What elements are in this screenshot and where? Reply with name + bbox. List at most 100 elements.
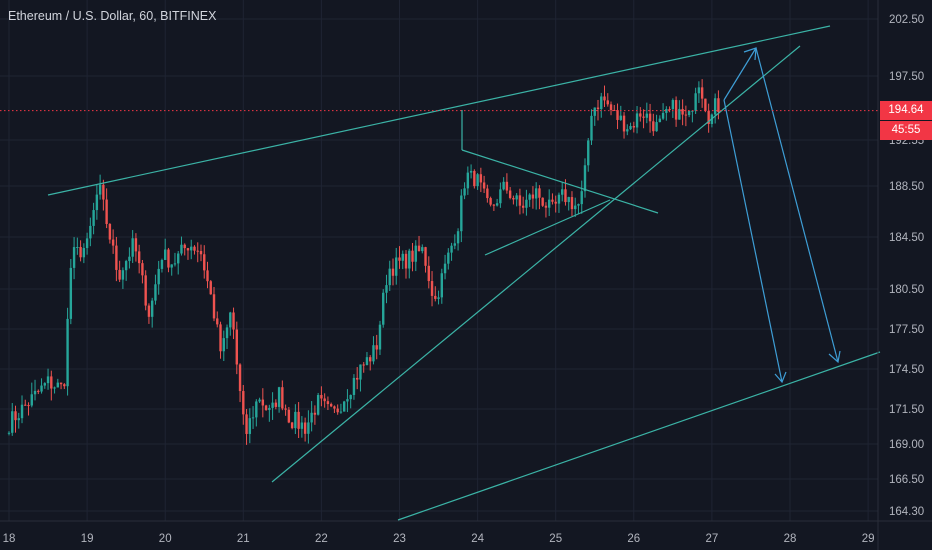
candle-body-up	[450, 245, 453, 253]
candle-body-down	[424, 247, 427, 266]
candle-body-up	[33, 390, 37, 395]
candle-body-down	[24, 404, 27, 406]
candle-body-up	[456, 231, 460, 244]
price-tick-label: 184.50	[889, 232, 924, 244]
candle-body-up	[469, 170, 473, 173]
candle-body-up	[40, 385, 43, 392]
candle-body-up	[69, 267, 73, 319]
candle-body-up	[339, 411, 343, 413]
price-tick-label: 171.50	[889, 404, 924, 416]
price-tick-label: 174.50	[889, 364, 924, 376]
candle-body-down	[375, 345, 378, 350]
candle-body-down	[333, 406, 336, 409]
candle-body-down	[473, 170, 476, 187]
candle-body-up	[626, 129, 629, 132]
candle-body-up	[495, 203, 499, 206]
candle-body-up	[342, 401, 346, 412]
candle-body-down	[59, 382, 63, 385]
candle-body-up	[268, 407, 271, 410]
candle-body-up	[222, 338, 225, 352]
candle-body-down	[141, 263, 144, 276]
candle-body-up	[95, 194, 99, 211]
candle-body-up	[157, 268, 160, 285]
candle-body-down	[111, 239, 115, 246]
candle-body-down	[209, 281, 212, 295]
candle-body-down	[261, 399, 265, 406]
candle-body-up	[160, 259, 164, 269]
candle-body-up	[251, 417, 255, 419]
candle-body-up	[365, 357, 369, 366]
candle-body-down	[264, 405, 268, 410]
candle-body-down	[242, 391, 245, 415]
time-tick-label: 21	[237, 533, 250, 545]
candle-body-up	[645, 113, 649, 118]
candle-body-down	[320, 395, 323, 399]
price-tick-label: 169.00	[889, 439, 924, 451]
price-tick-label: 197.50	[889, 71, 924, 83]
time-tick-label: 28	[784, 533, 797, 545]
candle-body-down	[326, 401, 330, 405]
projection-arrow-down-left	[723, 99, 783, 383]
candle-body-up	[258, 399, 261, 402]
candle-body-down	[411, 250, 414, 262]
trend-drawings	[47, 25, 881, 521]
candle-body-up	[414, 245, 417, 262]
trendline-upper-channel	[47, 25, 831, 196]
candle-body-up	[359, 364, 362, 380]
candle-body-up	[300, 422, 304, 429]
candle-body-down	[642, 116, 645, 118]
candle-body-up	[561, 189, 564, 195]
candle-body-up	[382, 292, 385, 325]
price-axis[interactable]: 202.50197.50192.55188.50184.50180.50177.…	[889, 14, 924, 518]
candle-body-down	[27, 405, 30, 407]
price-tick-label: 166.50	[889, 474, 924, 486]
candle-body-up	[574, 205, 577, 210]
candle-body-down	[704, 98, 707, 111]
candle-body-down	[417, 245, 421, 252]
candle-body-down	[115, 245, 118, 270]
candle-body-down	[609, 104, 613, 110]
candle-body-up	[11, 411, 14, 433]
time-axis[interactable]: 18 19 20 21 22 23 24 25 26 27 28 29	[3, 533, 875, 545]
candle-body-up	[128, 256, 131, 262]
time-tick-label: 18	[3, 533, 16, 545]
candle-body-up	[92, 210, 95, 226]
candle-body-down	[102, 184, 105, 200]
candle-body-up	[593, 107, 596, 116]
candle-body-up	[46, 376, 50, 384]
candle-body-down	[551, 199, 554, 202]
time-tick-label: 23	[393, 533, 406, 545]
candle-body-down	[313, 412, 317, 415]
candle-body-down	[147, 305, 151, 317]
candle-body-up	[76, 247, 79, 249]
chart-title: Ethereum / U.S. Dollar, 60, BITFINEX	[8, 9, 217, 23]
trendline-pennant-top	[461, 149, 659, 214]
candle-body-up	[190, 246, 193, 251]
candle-body-up	[658, 118, 662, 123]
trendline-rising-support	[271, 45, 801, 483]
candle-body-down	[323, 398, 326, 402]
candle-body-up	[316, 395, 320, 415]
candle-body-up	[577, 204, 580, 206]
candle-body-down	[639, 113, 642, 117]
candle-body-up	[453, 243, 457, 246]
arrowhead-down-right	[828, 350, 841, 364]
candles	[7, 79, 720, 445]
price-tick-label: 164.30	[889, 506, 924, 518]
candle-body-up	[525, 199, 528, 208]
candle-body-down	[518, 195, 522, 206]
candle-body-up	[466, 172, 470, 189]
candle-body-up	[421, 247, 424, 252]
candle-body-down	[79, 247, 82, 258]
arrowhead-up	[743, 47, 757, 61]
candle-body-up	[85, 238, 89, 249]
candle-body-down	[137, 251, 141, 264]
candle-body-up	[600, 96, 603, 110]
candle-body-down	[336, 408, 339, 413]
projection-arrow-down-right	[755, 47, 839, 363]
candle-body-up	[121, 270, 125, 280]
candle-body-up	[30, 394, 33, 406]
candle-body-down	[596, 107, 600, 110]
candle-body-down	[167, 249, 170, 268]
